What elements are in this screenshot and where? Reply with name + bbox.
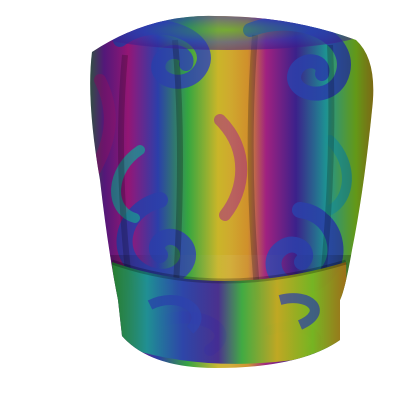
hat-body xyxy=(90,15,374,369)
hat-band xyxy=(100,255,360,369)
